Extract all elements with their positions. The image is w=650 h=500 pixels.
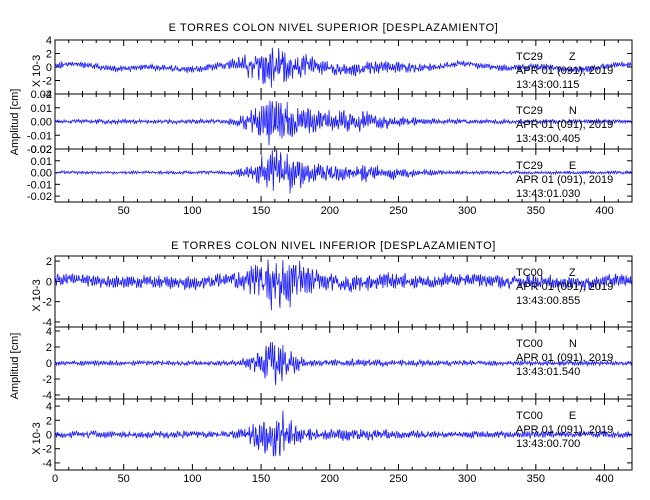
x-tick-label: 200 <box>321 205 339 217</box>
y-tick-label: -0.01 <box>27 130 52 142</box>
chart-group-1: E TORRES COLON NIVEL SUPERIOR [DESPLAZAM… <box>9 22 633 217</box>
y-tick-label: 4 <box>46 401 52 413</box>
y-tick-label: -4 <box>42 458 52 470</box>
y-tick-label: 0.01 <box>31 156 52 168</box>
y-axis-label: Amplitud [cm] <box>9 333 21 400</box>
x-tick-label: 50 <box>118 205 130 217</box>
scale-label: X 10-3 <box>31 422 43 454</box>
record-date: APR 01 (091), 2019 <box>516 119 613 131</box>
record-time: 13:43:00.700 <box>516 438 580 450</box>
station-label: TC00 E <box>516 410 576 422</box>
station-code: TC00 <box>516 410 543 422</box>
y-tick-label: 0 <box>46 358 52 370</box>
record-time: 13:43:00.405 <box>516 133 580 145</box>
y-tick-label: 4 <box>46 35 52 47</box>
record-time: 13:43:01.030 <box>516 188 580 200</box>
trace-panel-TC00-N: 4 2 0 -2 -4 TC00 N APR 01 (091), 2019 13:43:01.5… <box>42 326 633 402</box>
y-tick-label: 0.02 <box>31 89 52 101</box>
y-tick-label: -4 <box>42 390 52 402</box>
component-code: E <box>569 410 576 422</box>
x-tick-label: 300 <box>458 473 476 485</box>
y-tick-label: -2 <box>42 374 52 386</box>
y-axis-label: Amplitud [cm] <box>9 89 21 156</box>
x-tick-label: 200 <box>321 473 339 485</box>
waveform-line <box>54 342 632 386</box>
y-tick-label: -4 <box>42 317 52 329</box>
y-tick-label: -2 <box>42 297 52 309</box>
y-tick-label: 4 <box>46 326 52 338</box>
waveform-line <box>54 100 632 146</box>
trace-panel-TC00-Z: 2 0 -2 -4 X 10-3 TC00 Z APR 01 (091), 2019 13:43… <box>31 255 633 329</box>
x-tick-label: 350 <box>527 473 545 485</box>
record-date: APR 01 (091), 2019 <box>516 424 613 436</box>
station-code: TC29 <box>516 105 543 117</box>
record-time: 13:43:00.115 <box>516 79 579 91</box>
waveform-line <box>54 148 632 194</box>
record-date: APR 01 (091), 2019 <box>516 281 613 293</box>
waveform-line <box>54 47 632 88</box>
x-tick-label: 0 <box>52 473 58 485</box>
station-label: TC29 N <box>516 105 577 117</box>
y-tick-label: 0 <box>46 62 52 74</box>
station-label: TC29 Z <box>516 51 576 63</box>
x-tick-label: 150 <box>252 205 270 217</box>
waveform-line <box>54 410 632 457</box>
scale-label: X 10-3 <box>31 279 43 311</box>
station-code: TC29 <box>516 51 543 63</box>
component-code: N <box>569 338 577 350</box>
component-code: E <box>569 160 576 172</box>
y-tick-label: -4 <box>42 89 52 101</box>
chart-group-2: E TORRES COLON NIVEL INFERIOR [DESPLAZAM… <box>9 240 633 485</box>
y-tick-label: 0 <box>46 276 52 288</box>
x-tick-label: 400 <box>595 205 613 217</box>
x-tick-label: 100 <box>183 205 201 217</box>
chart-title: E TORRES COLON NIVEL INFERIOR [DESPLAZAM… <box>171 240 496 252</box>
trace-panel-TC00-E: 4 2 0 -2 -4 X 10-3 TC00 E APR 01 (091), 2019 13:4… <box>31 398 633 471</box>
record-date: APR 01 (091), 2019 <box>516 352 613 364</box>
y-tick-label: 2 <box>46 415 52 427</box>
x-tick-label: 400 <box>595 473 613 485</box>
y-tick-label: 0.00 <box>31 117 52 129</box>
station-code: TC00 <box>516 338 543 350</box>
trace-panel-TC29-Z: 4 20 -2-4 X 10-3 TC29 Z APR 01 (091), 2019 13:4… <box>31 35 633 101</box>
trace-panel-TC29-N: 0.02 0.01 0.00-0.01 -0.02 TC29 N APR 01 (091),… <box>27 89 633 156</box>
station-code: TC29 <box>516 160 543 172</box>
y-tick-label: 2 <box>46 256 52 268</box>
station-code: TC00 <box>516 267 543 279</box>
component-code: Z <box>569 51 576 63</box>
station-label: TC00 N <box>516 338 577 350</box>
x-tick-label: 250 <box>389 473 407 485</box>
y-tick-label: 0.02 <box>31 144 52 156</box>
component-code: N <box>569 105 577 117</box>
x-tick-label: 150 <box>252 473 270 485</box>
station-label: TC29 E <box>516 160 576 172</box>
y-tick-label: 2 <box>46 342 52 354</box>
y-tick-label: 0.01 <box>31 103 52 115</box>
x-tick-label: 50 <box>118 473 130 485</box>
record-time: 13:43:00.855 <box>516 295 580 307</box>
y-tick-label: 0.00 <box>31 168 52 180</box>
record-time: 13:43:01.540 <box>516 366 580 378</box>
y-tick-label: 0 <box>46 430 52 442</box>
x-tick-label: 250 <box>389 205 407 217</box>
chart-title: E TORRES COLON NIVEL SUPERIOR [DESPLAZAM… <box>169 22 499 34</box>
y-tick-label: -0.02 <box>27 144 52 156</box>
component-code: Z <box>569 267 576 279</box>
scale-label: X 10-3 <box>31 55 43 87</box>
x-tick-label: 350 <box>527 205 545 217</box>
waveform-line <box>54 259 632 311</box>
y-tick-label: -2 <box>42 76 52 88</box>
record-date: APR 01 (091), 2019 <box>516 174 613 186</box>
y-tick-label: -0.02 <box>27 191 52 203</box>
y-tick-label: -0.01 <box>27 179 52 191</box>
y-tick-label: -2 <box>42 444 52 456</box>
y-tick-label: 2 <box>46 49 52 61</box>
x-tick-label: 300 <box>458 205 476 217</box>
record-date: APR 01 (091), 2019 <box>516 65 613 77</box>
x-tick-label: 100 <box>183 473 201 485</box>
station-label: TC00 Z <box>516 267 576 279</box>
